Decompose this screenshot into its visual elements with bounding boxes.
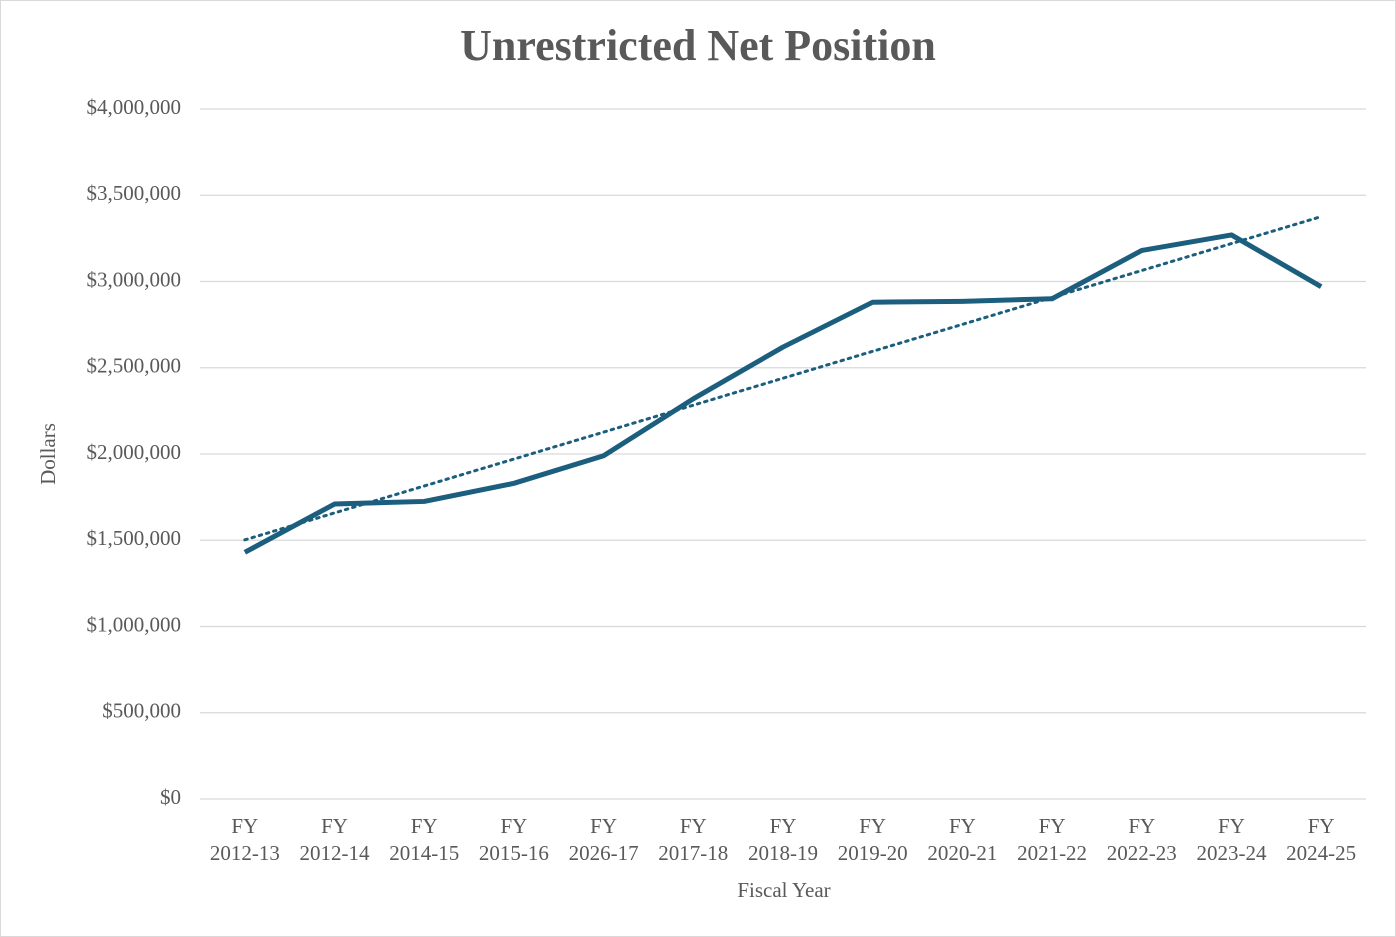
x-tick-label: FY 2022-23 bbox=[1107, 814, 1177, 865]
y-tick-label: $2,500,000 bbox=[87, 354, 182, 378]
y-tick-label: $4,000,000 bbox=[87, 95, 182, 119]
x-tick-label: FY 2026-17 bbox=[569, 814, 639, 865]
y-tick-label: $1,000,000 bbox=[87, 612, 182, 636]
y-tick-label: $500,000 bbox=[102, 699, 181, 723]
trendline bbox=[243, 215, 1323, 542]
x-tick-label: FY 2019-20 bbox=[838, 814, 908, 865]
line bbox=[243, 232, 1323, 555]
y-tick-label: $3,000,000 bbox=[87, 267, 182, 291]
y-axis-label: Dollars bbox=[36, 423, 60, 485]
x-tick-label: FY 2023-24 bbox=[1196, 814, 1266, 865]
x-tick-label: FY 2024-25 bbox=[1286, 814, 1356, 865]
x-tick-label: FY 2018-19 bbox=[748, 814, 818, 865]
x-tick-label: FY 2021-22 bbox=[1017, 814, 1087, 865]
x-tick-label: FY 2017-18 bbox=[658, 814, 728, 865]
y-tick-label: $2,000,000 bbox=[87, 440, 182, 464]
y-tick-label: $3,500,000 bbox=[87, 181, 182, 205]
chart-title: Unrestricted Net Position bbox=[460, 21, 936, 70]
x-tick-label: FY 2012-13 bbox=[210, 814, 280, 865]
x-tick-label: FY 2012-14 bbox=[300, 814, 370, 865]
x-tick-label: FY 2014-15 bbox=[389, 814, 459, 865]
x-tick-label: FY 2015-16 bbox=[479, 814, 549, 865]
x-tick-label: FY 2020-21 bbox=[927, 814, 997, 865]
y-tick-label: $0 bbox=[160, 785, 181, 809]
x-axis-label: Fiscal Year bbox=[737, 878, 830, 902]
y-tick-label: $1,500,000 bbox=[87, 526, 182, 550]
